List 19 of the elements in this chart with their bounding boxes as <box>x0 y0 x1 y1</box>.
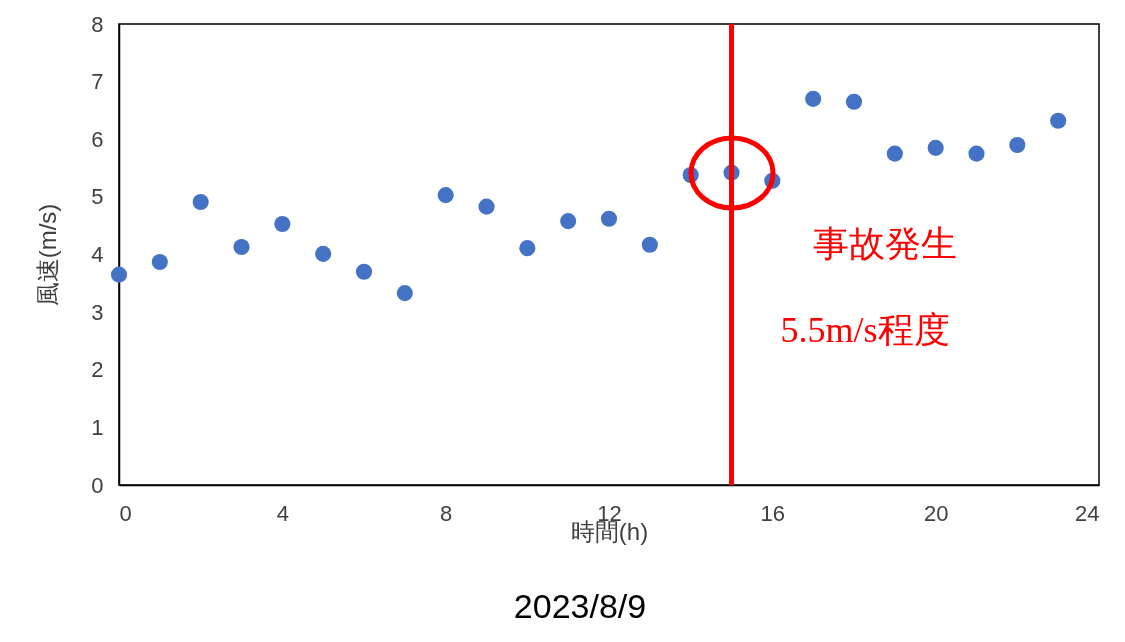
y-tick-label: 2 <box>91 357 104 383</box>
x-tick-label: 0 <box>119 500 132 526</box>
x-tick-label: 24 <box>1075 500 1100 526</box>
y-tick-label: 0 <box>91 472 104 498</box>
y-tick-label: 1 <box>91 414 104 440</box>
annotation: 5.5m/s程度 <box>780 310 950 350</box>
y-tick-label: 3 <box>91 299 104 325</box>
x-tick-label: 4 <box>276 500 289 526</box>
y-tick-label: 4 <box>91 242 104 267</box>
y-tick-label: 6 <box>91 126 104 152</box>
y-tick-label: 7 <box>91 69 104 95</box>
y-tick-label: 8 <box>91 11 104 37</box>
x-tick-label: 8 <box>440 500 453 526</box>
text: 2023/8/9 <box>513 587 647 625</box>
x-tick-label: 16 <box>760 500 786 526</box>
y-axis-title: 風速(m/s) <box>34 203 62 307</box>
annotation: 事故発生 <box>813 223 957 264</box>
y-tick-label: 5 <box>91 184 104 210</box>
x-tick-label: 20 <box>923 500 949 526</box>
